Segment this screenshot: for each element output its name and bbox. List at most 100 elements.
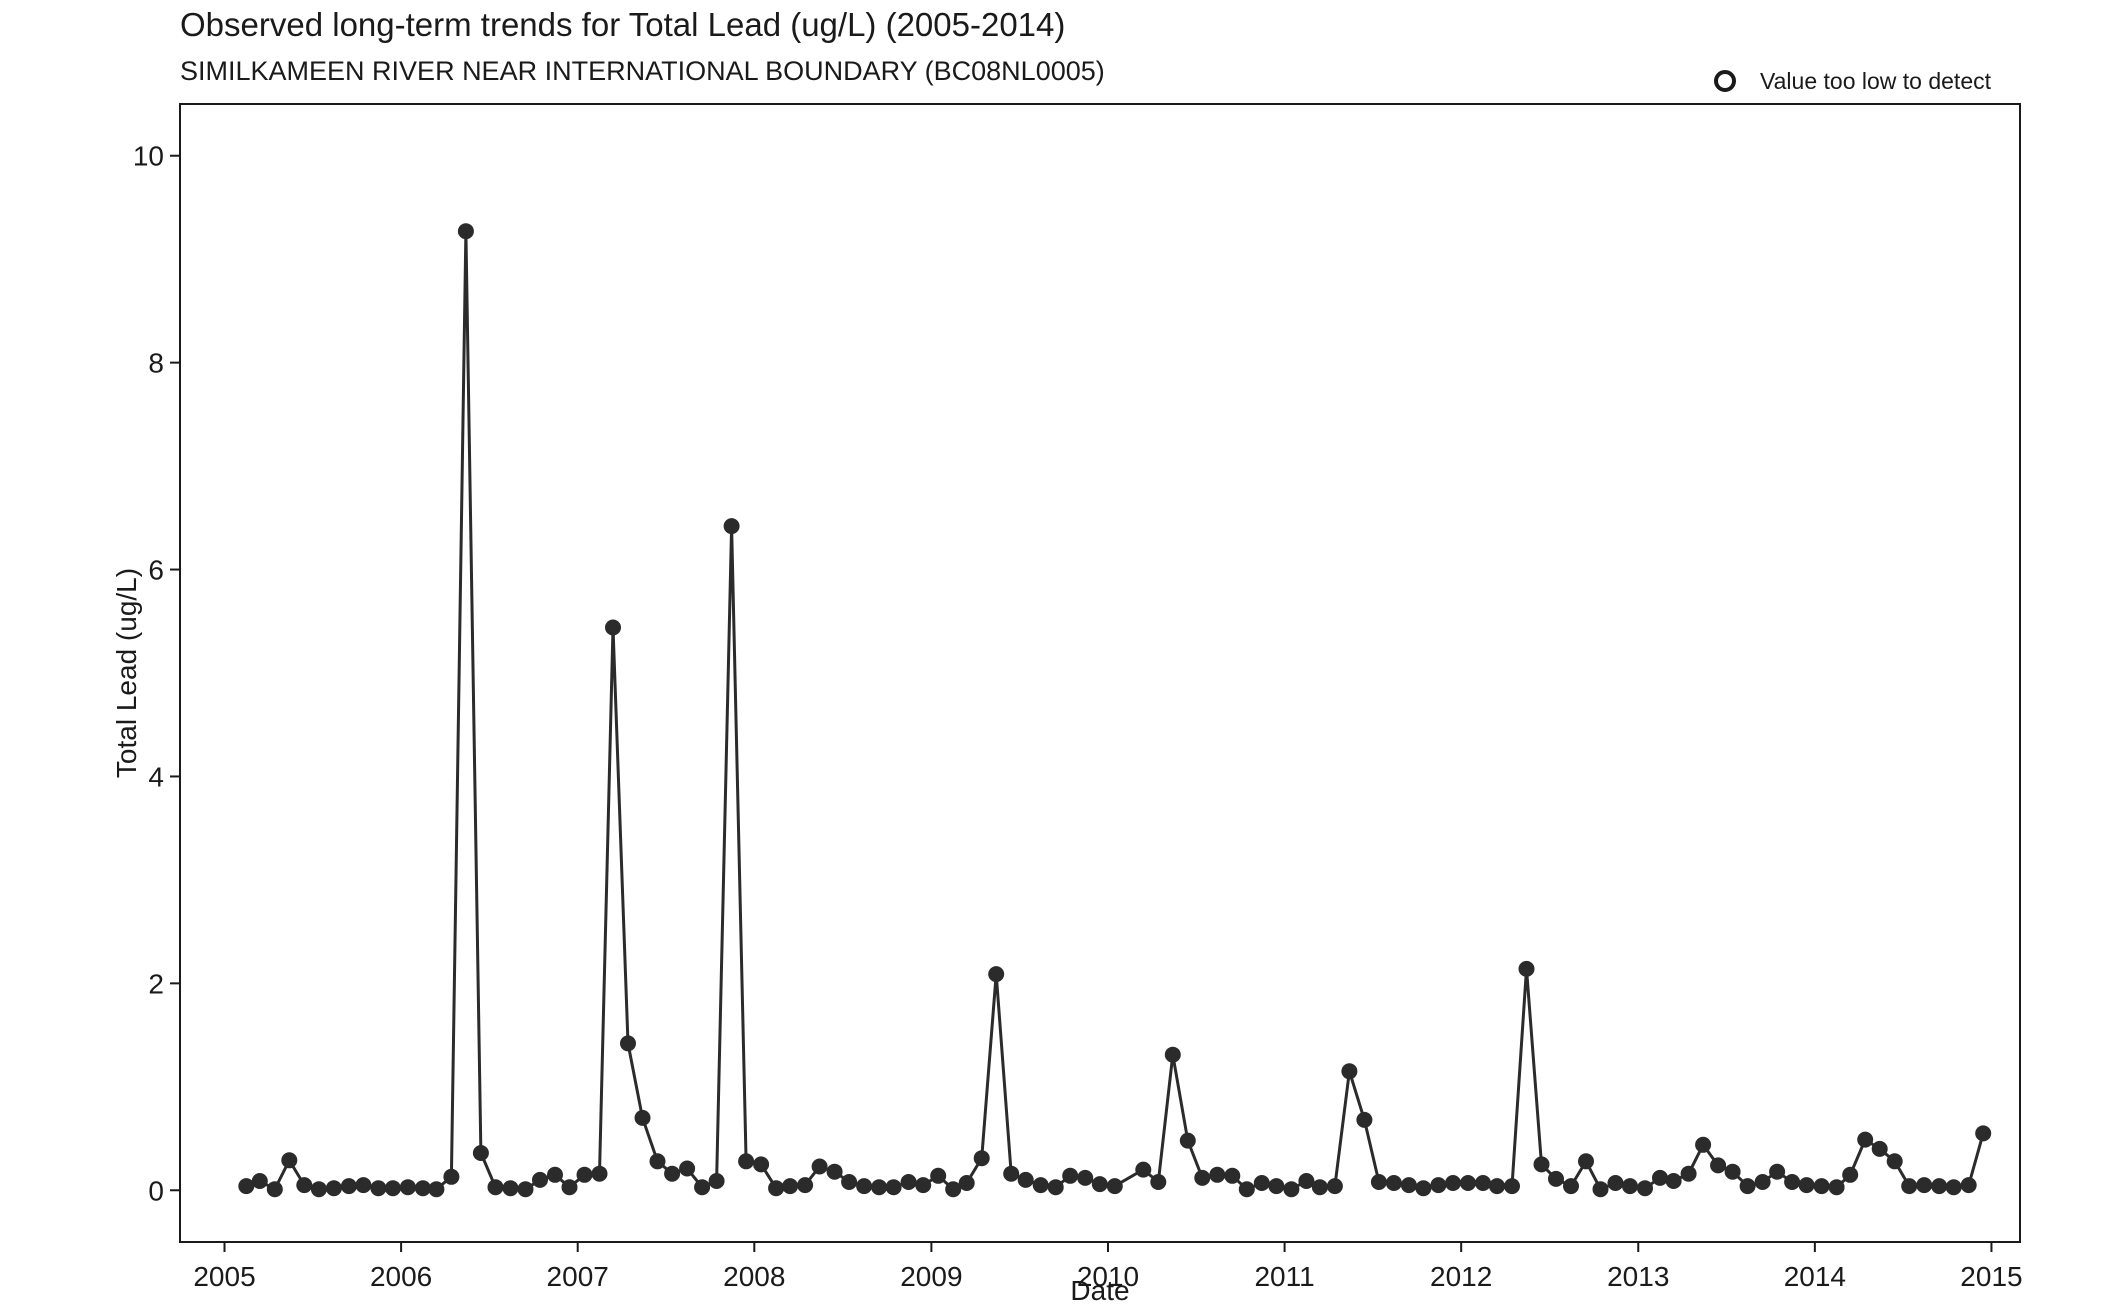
- data-point: [443, 1168, 460, 1185]
- data-point: [634, 1109, 651, 1126]
- data-point: [296, 1177, 313, 1194]
- data-point: [472, 1145, 489, 1161]
- data-point: [1710, 1157, 1727, 1174]
- x-tick-label: 2010: [1077, 1261, 1139, 1292]
- data-point: [1238, 1181, 1255, 1198]
- data-point: [1607, 1175, 1624, 1191]
- data-point: [1460, 1175, 1476, 1191]
- data-point: [620, 1035, 636, 1052]
- data-point: [738, 1153, 755, 1170]
- y-axis: 0 2 4 6 8 10: [133, 141, 180, 1206]
- data-point: [1975, 1125, 1992, 1142]
- data-point: [945, 1181, 962, 1198]
- data-point: [487, 1179, 504, 1196]
- data-point: [1901, 1178, 1918, 1195]
- legend-label: Value too low to detect: [1760, 67, 1991, 94]
- data-point: [384, 1180, 401, 1197]
- data-point: [561, 1179, 578, 1196]
- data-point: [1047, 1179, 1064, 1196]
- data-point: [428, 1181, 445, 1198]
- data-point: [1680, 1165, 1697, 1182]
- data-point: [517, 1181, 534, 1198]
- y-tick-label: 6: [148, 555, 164, 586]
- data-point: [708, 1173, 725, 1189]
- data-point: [826, 1163, 843, 1180]
- data-point: [1091, 1176, 1108, 1193]
- y-tick-label: 10: [133, 141, 164, 172]
- data-point: [502, 1180, 519, 1197]
- data-point: [1504, 1178, 1520, 1195]
- x-axis-title: Date: [1070, 1275, 1129, 1306]
- data-point: [1194, 1169, 1211, 1186]
- y-axis-title: Total Lead (ug/L): [111, 568, 142, 778]
- data-point: [1370, 1174, 1387, 1190]
- x-axis: 2005 2006 2007 2008 2009 2010 2011 2012 2013 2014…: [193, 1242, 2023, 1292]
- data-point: [576, 1166, 593, 1183]
- x-tick-label: 2005: [193, 1261, 255, 1292]
- data-point: [930, 1167, 947, 1184]
- data-point: [310, 1181, 327, 1198]
- data-point: [1445, 1175, 1461, 1191]
- data-point: [1637, 1180, 1653, 1197]
- x-tick-label: 2007: [547, 1261, 609, 1292]
- data-point: [1415, 1180, 1432, 1197]
- data-point: [414, 1180, 431, 1197]
- data-point: [1032, 1177, 1049, 1194]
- data-point: [1298, 1173, 1315, 1189]
- data-point: [251, 1173, 268, 1189]
- x-tick-label: 2011: [1254, 1261, 1314, 1292]
- data-point: [973, 1150, 990, 1167]
- data-point: [1489, 1178, 1505, 1195]
- data-point: [457, 223, 474, 240]
- data-point: [915, 1177, 932, 1194]
- data-point: [355, 1177, 372, 1194]
- data-point: [1871, 1140, 1888, 1157]
- y-tick-label: 2: [148, 968, 164, 999]
- x-tick-label: 2014: [1784, 1261, 1846, 1292]
- series-points: [238, 223, 1992, 1198]
- x-tick-label: 2012: [1430, 1261, 1492, 1292]
- legend: Value too low to detect: [1714, 66, 1991, 96]
- data-point: [1578, 1153, 1594, 1170]
- data-point: [1475, 1175, 1491, 1191]
- data-point: [885, 1179, 902, 1196]
- y-tick-label: 4: [148, 761, 164, 792]
- data-point: [1224, 1167, 1241, 1184]
- data-point: [1724, 1163, 1741, 1180]
- data-point: [1842, 1166, 1859, 1183]
- data-point: [1268, 1178, 1285, 1195]
- data-point: [723, 518, 740, 535]
- data-point: [340, 1178, 357, 1195]
- y-tick-label: 8: [148, 348, 164, 379]
- data-point: [649, 1153, 666, 1170]
- series-line: [245, 231, 1985, 1192]
- data-point: [1356, 1111, 1373, 1128]
- data-point: [1430, 1177, 1447, 1194]
- data-point: [266, 1181, 283, 1198]
- x-tick-label: 2013: [1607, 1261, 1669, 1292]
- data-point: [1253, 1175, 1270, 1191]
- data-point: [1960, 1177, 1977, 1194]
- data-point: [532, 1171, 548, 1188]
- x-tick-label: 2009: [900, 1261, 962, 1292]
- data-point: [1533, 1156, 1550, 1173]
- data-point: [325, 1180, 342, 1197]
- data-point: [1548, 1170, 1564, 1187]
- data-point: [1784, 1174, 1801, 1190]
- data-point: [1209, 1166, 1226, 1183]
- data-point: [1769, 1163, 1786, 1180]
- data-point: [1017, 1171, 1034, 1188]
- data-point: [841, 1174, 858, 1190]
- data-point: [1739, 1178, 1756, 1195]
- data-point: [1518, 960, 1535, 977]
- data-point: [370, 1180, 387, 1197]
- data-point: [1754, 1174, 1771, 1190]
- data-point: [1150, 1174, 1167, 1190]
- data-point: [782, 1178, 799, 1195]
- data-point: [1886, 1153, 1903, 1170]
- data-point: [811, 1158, 828, 1175]
- data-point: [958, 1175, 975, 1191]
- data-point: [1385, 1175, 1402, 1191]
- data-point: [238, 1178, 255, 1195]
- data-point: [871, 1179, 888, 1196]
